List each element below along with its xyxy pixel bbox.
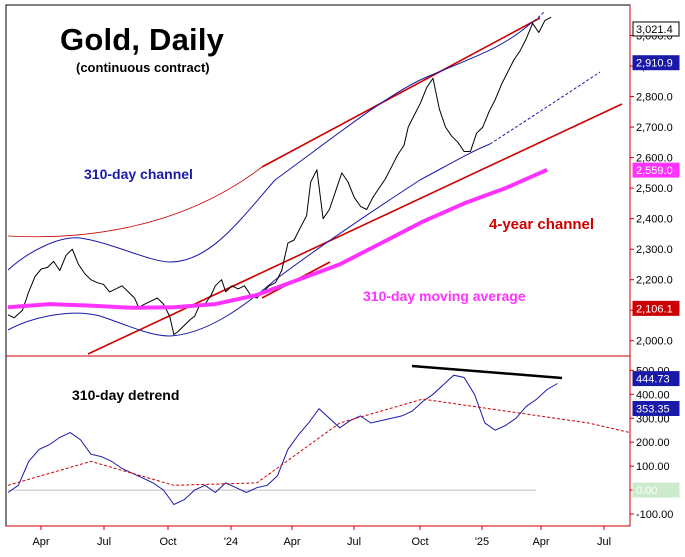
channel-4yr-upper-curve	[7, 166, 263, 238]
detrend-panel	[7, 364, 631, 506]
price-y-tick-label: 2,800.0	[636, 92, 673, 104]
price-value-badge-text: 2,106.1	[636, 303, 673, 315]
price-y-tick-label: 2,400.0	[636, 214, 673, 226]
price-value-badge-box	[632, 300, 680, 316]
detrend-y-tick-label: -100.00	[636, 509, 673, 521]
price-panel	[7, 11, 623, 355]
chart-title: Gold, Daily	[60, 22, 225, 57]
price-y-tick-label: 2,700.0	[636, 122, 673, 134]
channel-4yr-upper	[261, 17, 541, 168]
price-y-tick-label: 2,600.0	[636, 153, 673, 165]
x-tick-label: Oct	[411, 536, 428, 548]
moving-average-label: 310-day moving average	[363, 288, 526, 304]
detrend-value-badge-text: 0.00	[636, 485, 657, 497]
detrend-label: 310-day detrend	[72, 387, 180, 403]
x-tick-label: '24	[224, 536, 238, 548]
detrend-value-badge-text: 353.35	[636, 403, 670, 415]
moving-average-line	[7, 167, 548, 310]
detrend-y-tick-label: 400.00	[636, 389, 670, 401]
axes: 2,000.02,100.02,200.02,300.02,400.02,500…	[32, 31, 673, 548]
price-value-badge-box	[632, 55, 680, 71]
x-tick-label: Apr	[32, 536, 49, 548]
x-tick-label: '25	[475, 536, 489, 548]
value-badges: 3,021.4 2,910.9 2,559.0 2,106.1 444.73 353.35…	[632, 21, 680, 498]
price-value-badge-box	[632, 21, 680, 37]
detrend-value-badge-box	[632, 482, 680, 498]
channel-310-upper	[7, 23, 531, 271]
detrend-value-badge-text: 444.73	[636, 374, 670, 386]
price-value-badge-text: 2,559.0	[636, 165, 673, 177]
detrend-y-tick-label: 100.00	[636, 461, 670, 473]
x-tick-label: Oct	[159, 536, 176, 548]
channel-310-lower-projection	[489, 71, 601, 145]
channel-310-lower	[7, 143, 491, 337]
chart-frame	[5, 4, 631, 527]
price-line	[7, 16, 552, 336]
chart-subtitle: (continuous contract)	[76, 60, 210, 75]
detrend-trend-line	[411, 364, 563, 380]
price-y-tick-label: 2,200.0	[636, 275, 673, 287]
channel-4yr-lower	[87, 103, 623, 355]
channel-310-label: 310-day channel	[84, 166, 193, 182]
x-tick-label: Jul	[347, 536, 361, 548]
price-y-tick-label: 2,500.0	[636, 183, 673, 195]
x-tick-label: Jul	[97, 536, 111, 548]
detrend-value-badge-box	[632, 371, 680, 387]
price-value-badge-box	[632, 162, 680, 178]
price-y-tick-label: 2,300.0	[636, 244, 673, 256]
x-tick-label: Apr	[532, 536, 549, 548]
channel-310-upper-projection	[529, 11, 545, 25]
x-tick-label: Jul	[597, 536, 611, 548]
detrend-line	[7, 374, 558, 506]
detrend-y-tick-label: 300.00	[636, 413, 670, 425]
detrend-y-tick-label: 200.00	[636, 437, 670, 449]
price-value-badge-text: 3,021.4	[636, 24, 673, 36]
price-y-tick-label: 2,000.0	[636, 336, 673, 348]
channel-4yr-label: 4-year channel	[489, 216, 595, 233]
cycle-projection-line	[7, 398, 631, 486]
detrend-value-badge-box	[632, 400, 680, 416]
price-value-badge-text: 2,910.9	[636, 58, 673, 70]
x-tick-label: Apr	[283, 536, 300, 548]
